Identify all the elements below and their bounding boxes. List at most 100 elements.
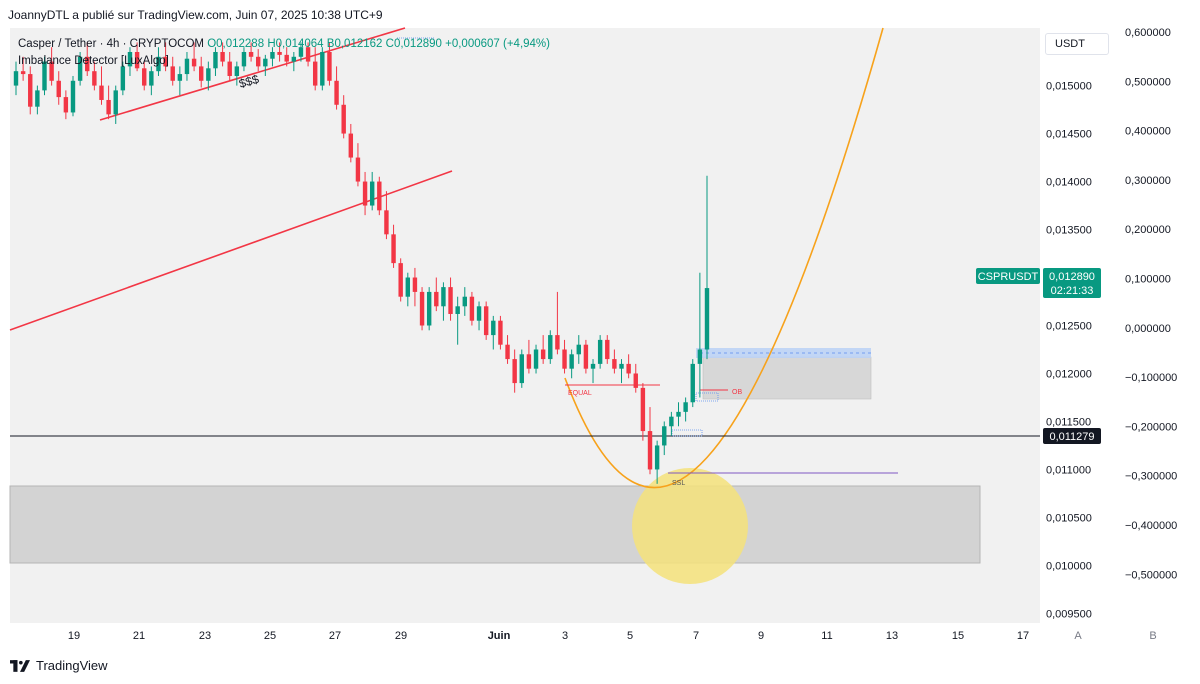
candle-body[interactable] xyxy=(526,354,532,369)
candle-body[interactable] xyxy=(669,416,674,427)
candle-body[interactable] xyxy=(63,97,69,113)
candle-body[interactable] xyxy=(405,277,411,297)
candle-body[interactable] xyxy=(220,51,225,62)
candle-body[interactable] xyxy=(134,51,140,69)
candle-body[interactable] xyxy=(562,349,567,369)
candle-body[interactable] xyxy=(412,277,418,292)
candle-body[interactable] xyxy=(612,359,617,369)
candle-body[interactable] xyxy=(626,363,631,374)
candle-body[interactable] xyxy=(633,373,638,388)
candle-body[interactable] xyxy=(462,296,468,307)
candle-body[interactable] xyxy=(505,344,510,360)
candle-body[interactable] xyxy=(255,56,261,67)
candle-body[interactable] xyxy=(85,56,90,72)
candle-body[interactable] xyxy=(199,66,204,81)
candle-body[interactable] xyxy=(248,51,254,57)
candle-body[interactable] xyxy=(113,90,118,115)
candle-body[interactable] xyxy=(676,411,681,417)
candle-body[interactable] xyxy=(619,363,624,369)
candle-body[interactable] xyxy=(277,51,282,55)
candle-body[interactable] xyxy=(263,58,268,67)
candle-body[interactable] xyxy=(49,61,54,81)
candle-body[interactable] xyxy=(469,296,475,321)
candle-body[interactable] xyxy=(56,80,61,98)
candle-body[interactable] xyxy=(298,47,304,57)
candle-body[interactable] xyxy=(320,51,325,86)
candle-body[interactable] xyxy=(149,71,154,86)
candle-body[interactable] xyxy=(704,288,710,350)
candle-body[interactable] xyxy=(455,306,460,314)
candle-body[interactable] xyxy=(184,58,190,75)
candle-body[interactable] xyxy=(106,99,111,115)
candle-body[interactable] xyxy=(690,363,695,403)
candle-body[interactable] xyxy=(334,80,339,105)
candle-body[interactable] xyxy=(13,71,19,86)
candle-body[interactable] xyxy=(312,61,318,86)
candle-body[interactable] xyxy=(654,445,660,470)
candle-body[interactable] xyxy=(569,354,574,369)
candle-body[interactable] xyxy=(377,181,382,211)
candle-body[interactable] xyxy=(177,74,183,81)
candle-body[interactable] xyxy=(583,344,589,369)
candle-body[interactable] xyxy=(398,263,403,297)
candle-body[interactable] xyxy=(305,47,311,62)
candle-body[interactable] xyxy=(605,339,610,360)
candle-body[interactable] xyxy=(28,74,33,107)
candle-body[interactable] xyxy=(683,402,688,412)
candle-body[interactable] xyxy=(70,80,76,113)
candle-body[interactable] xyxy=(391,234,396,264)
last-price-tag[interactable] xyxy=(1043,268,1101,298)
candle-body[interactable] xyxy=(170,66,175,81)
candle-body[interactable] xyxy=(120,66,126,91)
candle-body[interactable] xyxy=(35,90,40,107)
candle-body[interactable] xyxy=(291,56,297,62)
candle-body[interactable] xyxy=(227,61,232,76)
candle-body[interactable] xyxy=(448,287,453,314)
candle-body[interactable] xyxy=(92,71,97,86)
candle-body[interactable] xyxy=(362,181,368,206)
candle-body[interactable] xyxy=(519,354,524,384)
candle-body[interactable] xyxy=(369,181,375,206)
candle-body[interactable] xyxy=(270,51,275,59)
candle-body[interactable] xyxy=(483,306,489,336)
candle-body[interactable] xyxy=(533,349,539,369)
symbol-legend[interactable]: Casper / Tether · 4h · CRYPTOCOM O0,0122… xyxy=(18,38,550,50)
candle-body[interactable] xyxy=(241,51,247,67)
candle-body[interactable] xyxy=(384,210,389,235)
candle-body[interactable] xyxy=(498,320,503,345)
candle-body[interactable] xyxy=(234,66,240,76)
candle-body[interactable] xyxy=(20,71,26,75)
tradingview-brand[interactable]: TradingView xyxy=(10,658,108,673)
candle-body[interactable] xyxy=(213,51,218,69)
candle-body[interactable] xyxy=(590,363,596,369)
indicator-legend[interactable]: Imbalance Detector [LuxAlgo] xyxy=(18,55,169,67)
candle-body[interactable] xyxy=(355,157,361,182)
candle-body[interactable] xyxy=(341,104,346,134)
candle-body[interactable] xyxy=(576,344,581,355)
candle-body[interactable] xyxy=(284,54,289,62)
candle-body[interactable] xyxy=(647,431,653,470)
candle-body[interactable] xyxy=(555,335,560,350)
candle-body[interactable] xyxy=(127,51,133,67)
candle-body[interactable] xyxy=(77,56,83,81)
candle-body[interactable] xyxy=(163,56,168,67)
candle-body[interactable] xyxy=(142,68,147,86)
candle-body[interactable] xyxy=(640,387,646,432)
candle-body[interactable] xyxy=(42,61,47,91)
candle-body[interactable] xyxy=(441,287,446,307)
candle-body[interactable] xyxy=(419,291,425,326)
candle-body[interactable] xyxy=(191,58,197,67)
candle-body[interactable] xyxy=(512,359,517,384)
candle-body[interactable] xyxy=(434,291,439,307)
candle-body[interactable] xyxy=(327,51,332,81)
candle-body[interactable] xyxy=(662,426,667,446)
candle-body[interactable] xyxy=(206,68,211,81)
candle-body[interactable] xyxy=(548,335,553,360)
candle-body[interactable] xyxy=(697,349,703,364)
candle-body[interactable] xyxy=(597,339,603,364)
currency-button[interactable]: USDT xyxy=(1045,33,1109,55)
candle-body[interactable] xyxy=(426,291,432,326)
candle-body[interactable] xyxy=(99,85,104,100)
candle-body[interactable] xyxy=(348,133,354,158)
